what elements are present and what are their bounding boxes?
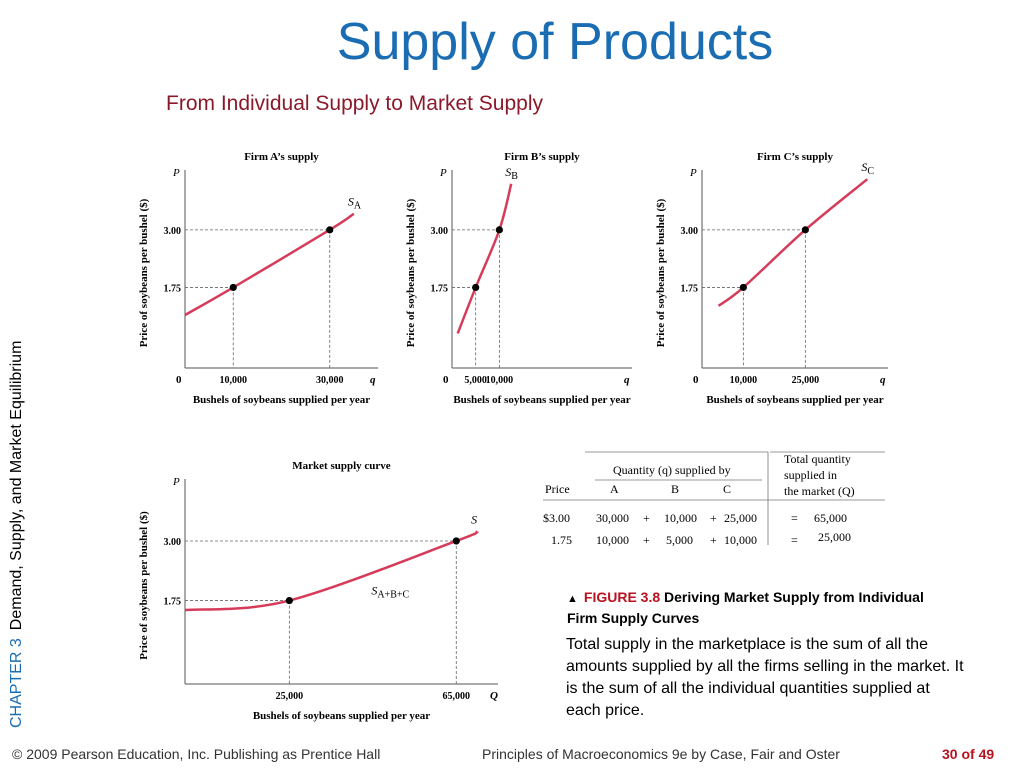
chart-title: Firm A’s supply bbox=[244, 151, 319, 163]
y-axis-symbol: P bbox=[172, 167, 180, 179]
firm-a-supply-chart: Firm A’s supply Pq 0 Bushels of soybeans su… bbox=[138, 151, 378, 406]
x-tick-label: 10,000 bbox=[220, 375, 248, 386]
chapter-label: CHAPTER 3 bbox=[8, 638, 25, 728]
supply-curve bbox=[184, 530, 479, 612]
x-axis-label: Bushels of soybeans supplied per year bbox=[706, 394, 883, 406]
origin-label: 0 bbox=[443, 374, 449, 386]
x-tick-label: 25,000 bbox=[276, 691, 304, 702]
curve-inner-label: SA+B+C bbox=[371, 584, 409, 601]
page-number: 30 of 49 bbox=[942, 746, 995, 762]
table-row-1-b: 10,000 bbox=[664, 511, 697, 525]
footer-copyright: © 2009 Pearson Education, Inc. Publishin… bbox=[12, 746, 381, 762]
curve-label: S bbox=[471, 512, 477, 526]
y-axis-symbol: P bbox=[439, 167, 447, 179]
y-tick-label: 1.75 bbox=[164, 283, 182, 294]
table-row-1-c: 25,000 bbox=[724, 511, 757, 525]
table-row-2-price: 1.75 bbox=[551, 533, 572, 547]
x-tick-label: 10,000 bbox=[486, 375, 514, 386]
y-axis-label: Price of soybeans per bushel ($) bbox=[138, 511, 150, 660]
data-point bbox=[801, 226, 809, 234]
x-axis-label: Bushels of soybeans supplied per year bbox=[193, 394, 370, 406]
table-row-1-plus-2: + bbox=[710, 511, 717, 525]
origin-label: 0 bbox=[176, 374, 182, 386]
figure-label: FIGURE 3.8 bbox=[583, 589, 661, 605]
y-tick-label: 1.75 bbox=[431, 283, 449, 294]
data-point bbox=[229, 283, 237, 292]
table-row-1-plus-1: + bbox=[643, 511, 650, 525]
supply-curve bbox=[184, 212, 355, 317]
table-col-price: Price bbox=[545, 482, 570, 496]
chapter-title: Demand, Supply, and Market Equilibrium bbox=[8, 340, 25, 631]
figure-title: Deriving Market Supply from Individual F… bbox=[567, 589, 924, 626]
firm-c-supply-chart: Firm C’s supply Pq 0 Bushels of soybeans su… bbox=[655, 151, 888, 406]
x-tick-label: 5,000 bbox=[464, 375, 487, 386]
chart-title: Firm C’s supply bbox=[757, 151, 833, 163]
y-tick-label: 3.00 bbox=[681, 226, 699, 237]
table-row-2-total: 25,000 bbox=[818, 530, 851, 544]
firm-b-supply-chart: Firm B’s supply Pq 0 Bushels of soybeans su… bbox=[405, 151, 632, 406]
y-axis-symbol: P bbox=[689, 167, 697, 179]
supply-table: Quantity (q) supplied by Total quantity … bbox=[543, 451, 885, 547]
x-axis-symbol: q bbox=[624, 374, 630, 386]
slide-title: Supply of Products bbox=[336, 13, 774, 71]
market-supply-chart: Market supply curve P Q Bushels of soybeans… bbox=[138, 460, 498, 722]
data-point bbox=[326, 226, 334, 234]
table-row-2-b: 5,000 bbox=[666, 533, 693, 547]
origin-label: 0 bbox=[693, 374, 699, 386]
table-row-1-total: 65,000 bbox=[814, 511, 847, 525]
y-tick-label: 1.75 bbox=[164, 597, 182, 608]
y-tick-label: 3.00 bbox=[431, 226, 449, 237]
data-point bbox=[739, 283, 747, 292]
table-row-2-a: 10,000 bbox=[596, 533, 629, 547]
y-tick-label: 3.00 bbox=[164, 537, 182, 548]
chapter-sidebar: CHAPTER 3 Demand, Supply, and Market Equi… bbox=[8, 341, 26, 728]
table-header-total-2: supplied in bbox=[784, 468, 837, 482]
data-point bbox=[472, 283, 480, 292]
chart-title: Market supply curve bbox=[292, 460, 391, 472]
figure-caption: ▲ FIGURE 3.8 Deriving Market Supply from … bbox=[567, 588, 927, 628]
y-axis-symbol: P bbox=[172, 476, 180, 488]
table-row-2-plus-2: + bbox=[710, 533, 717, 547]
x-axis-symbol: q bbox=[370, 374, 376, 386]
x-axis-label: Bushels of soybeans supplied per year bbox=[453, 394, 630, 406]
table-header-group: Quantity (q) supplied by bbox=[613, 463, 731, 477]
x-axis-label: Bushels of soybeans supplied per year bbox=[253, 710, 430, 722]
curve-label: SA bbox=[348, 195, 362, 212]
table-row-2-c: 10,000 bbox=[724, 533, 757, 547]
x-tick-label: 25,000 bbox=[792, 375, 820, 386]
x-axis-symbol: Q bbox=[490, 690, 498, 702]
table-row-1-a: 30,000 bbox=[596, 511, 629, 525]
table-col-a: A bbox=[610, 482, 619, 496]
data-point bbox=[452, 537, 460, 545]
figure-description: Total supply in the marketplace is the s… bbox=[566, 636, 964, 719]
y-axis-label: Price of soybeans per bushel ($) bbox=[138, 198, 150, 347]
table-row-1-price: $3.00 bbox=[543, 511, 570, 525]
curve-label: SC bbox=[861, 160, 874, 177]
y-tick-label: 3.00 bbox=[164, 226, 182, 237]
data-point bbox=[495, 226, 503, 234]
triangle-icon: ▲ bbox=[567, 593, 578, 605]
y-tick-label: 1.75 bbox=[681, 283, 699, 294]
footer-book-title: Principles of Macroeconomics 9e by Case,… bbox=[482, 746, 840, 762]
y-axis-label: Price of soybeans per bushel ($) bbox=[405, 198, 417, 347]
x-tick-label: 65,000 bbox=[443, 691, 471, 702]
table-header-total-1: Total quantity bbox=[784, 452, 851, 466]
chart-title: Firm B’s supply bbox=[504, 151, 580, 163]
table-row-2-plus-1: + bbox=[643, 533, 650, 547]
x-tick-label: 30,000 bbox=[316, 375, 344, 386]
table-row-2-equals: = bbox=[791, 533, 798, 547]
y-axis-label: Price of soybeans per bushel ($) bbox=[655, 198, 667, 347]
table-row-1-equals: = bbox=[791, 511, 798, 525]
supply-curve bbox=[717, 178, 869, 307]
slide-subtitle: From Individual Supply to Market Supply bbox=[166, 92, 544, 115]
x-axis-symbol: q bbox=[880, 374, 886, 386]
data-point bbox=[285, 596, 293, 605]
curve-label: SB bbox=[505, 165, 518, 182]
x-tick-label: 10,000 bbox=[730, 375, 758, 386]
table-col-c: C bbox=[723, 482, 731, 496]
supply-curve bbox=[456, 183, 513, 334]
table-col-b: B bbox=[671, 482, 679, 496]
table-header-total-3: the market (Q) bbox=[784, 484, 855, 498]
